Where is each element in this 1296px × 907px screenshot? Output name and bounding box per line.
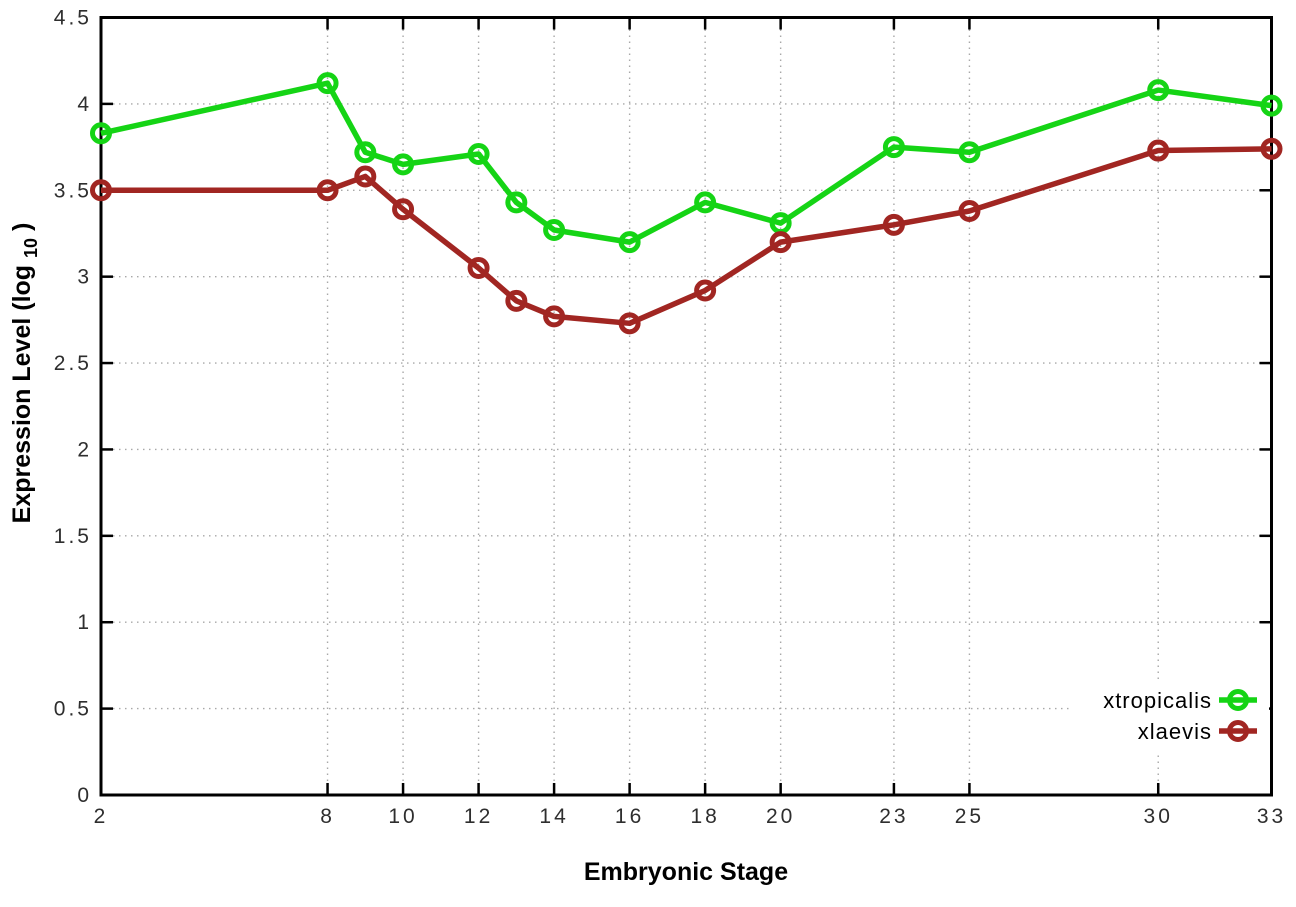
x-tick-label: 10 <box>388 805 417 828</box>
data-point-xlaevis-14 <box>543 305 566 328</box>
x-tick-label: 20 <box>766 805 795 828</box>
x-tick-label: 8 <box>320 805 335 828</box>
y-tick-label: 0 <box>77 784 92 807</box>
y-tick-label: 4 <box>77 93 92 116</box>
data-series <box>90 72 1283 335</box>
data-point-xlaevis-16 <box>618 312 641 335</box>
legend-label-xlaevis: xlaevis <box>1138 719 1212 744</box>
y-axis-title-close: ) <box>8 223 36 231</box>
x-tick-label: 33 <box>1257 805 1286 828</box>
x-axis-title: Embryonic Stage <box>584 858 788 886</box>
y-tick-label: 4.5 <box>54 7 92 30</box>
x-tick-label: 16 <box>615 805 644 828</box>
data-point-xlaevis-10 <box>392 198 415 221</box>
y-tick-label: 1.5 <box>54 525 92 548</box>
data-point-xlaevis-18 <box>694 279 717 302</box>
data-point-xtropicalis-23 <box>882 136 905 159</box>
data-point-xtropicalis-12 <box>467 142 490 165</box>
data-point-xlaevis-30 <box>1147 139 1170 162</box>
y-tick-label: 0.5 <box>54 698 92 721</box>
data-point-xlaevis-8 <box>316 179 339 202</box>
data-point-xtropicalis-9 <box>354 141 377 164</box>
data-point-xtropicalis-33 <box>1260 94 1283 117</box>
plot-border <box>99 16 1273 797</box>
x-axis-tick-labels: 2 8 10 12 14 16 18 20 23 25 30 33 <box>94 805 1286 828</box>
data-point-xtropicalis-13 <box>505 191 528 214</box>
data-point-xtropicalis-2 <box>90 122 112 145</box>
data-point-xlaevis-13 <box>505 289 528 312</box>
legend-marker-xtropicalis <box>1227 689 1249 711</box>
data-point-xtropicalis-10 <box>392 153 415 176</box>
data-point-xlaevis-33 <box>1260 137 1283 160</box>
axis-ticks <box>99 16 1273 797</box>
data-point-xlaevis-2 <box>90 179 112 202</box>
data-point-xlaevis-25 <box>958 200 981 223</box>
y-axis-title-subscript: 10 <box>21 238 41 258</box>
y-tick-label: 2 <box>77 438 92 461</box>
gridlines <box>100 16 1273 796</box>
y-tick-label: 3.5 <box>54 179 92 202</box>
legend-label-xtropicalis: xtropicalis <box>1103 688 1212 713</box>
y-tick-label: 2.5 <box>54 352 92 375</box>
x-tick-label: 12 <box>464 805 493 828</box>
data-point-xtropicalis-8 <box>316 72 339 95</box>
data-point-xtropicalis-14 <box>543 219 566 242</box>
x-tick-label: 14 <box>539 805 568 828</box>
x-tick-label: 2 <box>94 805 109 828</box>
y-tick-label: 1 <box>77 611 92 634</box>
series-line-xtropicalis <box>100 80 1272 245</box>
data-point-xlaevis-20 <box>769 231 792 254</box>
y-tick-label: 3 <box>77 266 92 289</box>
data-point-xtropicalis-30 <box>1147 79 1170 102</box>
y-axis-title-main: Expression Level (log <box>8 265 36 523</box>
data-point-xlaevis-9 <box>354 165 377 188</box>
legend: xtropicalis xlaevis <box>1072 680 1269 753</box>
x-tick-label: 30 <box>1144 805 1173 828</box>
x-tick-label: 23 <box>879 805 908 828</box>
x-tick-label: 25 <box>955 805 984 828</box>
data-point-xlaevis-23 <box>882 213 905 236</box>
data-point-xlaevis-12 <box>467 257 490 280</box>
y-axis-title: Expression Level (log 10 ) <box>8 223 43 524</box>
y-axis-tick-labels: 0 0.5 1 1.5 2 2.5 3 3.5 4 4.5 <box>54 7 92 808</box>
legend-marker-xlaevis <box>1227 720 1249 742</box>
data-point-xtropicalis-25 <box>958 141 981 164</box>
series-line-xlaevis <box>101 146 1272 327</box>
data-point-xtropicalis-18 <box>694 191 717 214</box>
x-tick-label: 18 <box>690 805 719 828</box>
data-point-xtropicalis-16 <box>618 231 641 254</box>
